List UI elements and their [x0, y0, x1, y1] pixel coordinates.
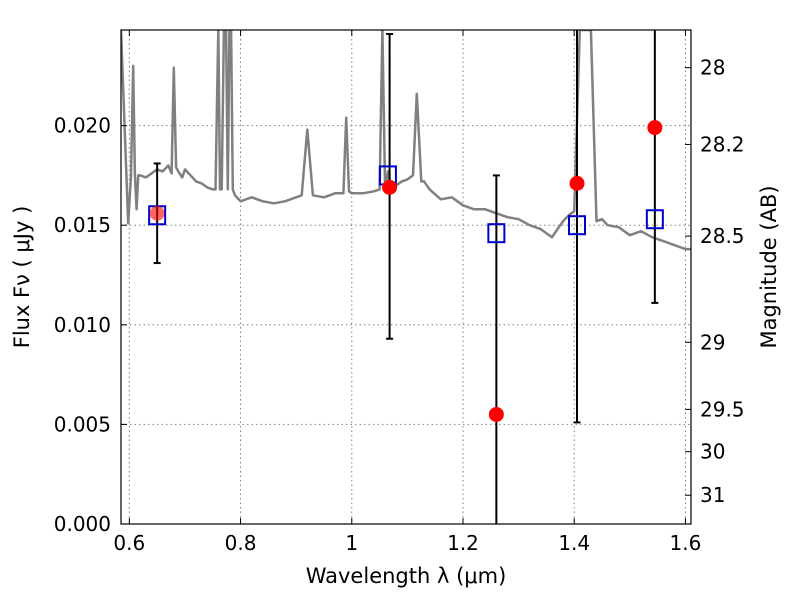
model-photometry-square	[487, 223, 506, 244]
grid	[121, 30, 691, 525]
ticks: 0.6 0.8 1 1.2 1.4 1.6 0.000 0.005 0.010 0.015 0.02…	[54, 30, 745, 555]
axes-frame	[120, 29, 692, 525]
x-axis-label: Wavelength λ (μm)	[306, 564, 507, 588]
model-spectrum-line	[121, 30, 691, 251]
y-tick-label: 0.020	[54, 114, 111, 138]
observed-flux-point	[647, 120, 663, 136]
right-tick-label: 30	[700, 440, 725, 464]
x-tick-label: 0.6	[113, 531, 145, 555]
plot-area	[121, 30, 691, 524]
x-tick-label: 1	[345, 531, 358, 555]
right-tick-label: 29.5	[700, 397, 745, 421]
observed-flux-point	[149, 205, 165, 221]
model-photometry-square	[568, 215, 586, 236]
observed-flux-point	[488, 406, 504, 422]
model-photometry-square	[645, 209, 664, 230]
y-tick-label: 0.005	[54, 412, 111, 436]
x-tick-label: 0.8	[225, 531, 257, 555]
x-tick-label: 1.4	[558, 531, 590, 555]
right-tick-label: 29	[700, 330, 725, 354]
right-tick-label: 31	[700, 483, 725, 507]
y-axis-label: Flux Fν ( μJy )	[10, 206, 34, 349]
x-tick-label: 1.2	[447, 531, 479, 555]
right-tick-label: 28.2	[700, 132, 745, 156]
y-tick-label: 0.010	[54, 313, 111, 337]
y-tick-label: 0.015	[54, 213, 111, 237]
right-axis-label: Magnitude (AB)	[757, 185, 781, 348]
x-tick-label: 1.6	[670, 531, 702, 555]
y-tick-label: 0.000	[54, 512, 111, 536]
right-tick-label: 28.5	[700, 224, 745, 248]
observed-flux-point	[382, 179, 398, 195]
right-tick-label: 28	[700, 56, 725, 80]
observed-flux-point	[569, 175, 585, 191]
